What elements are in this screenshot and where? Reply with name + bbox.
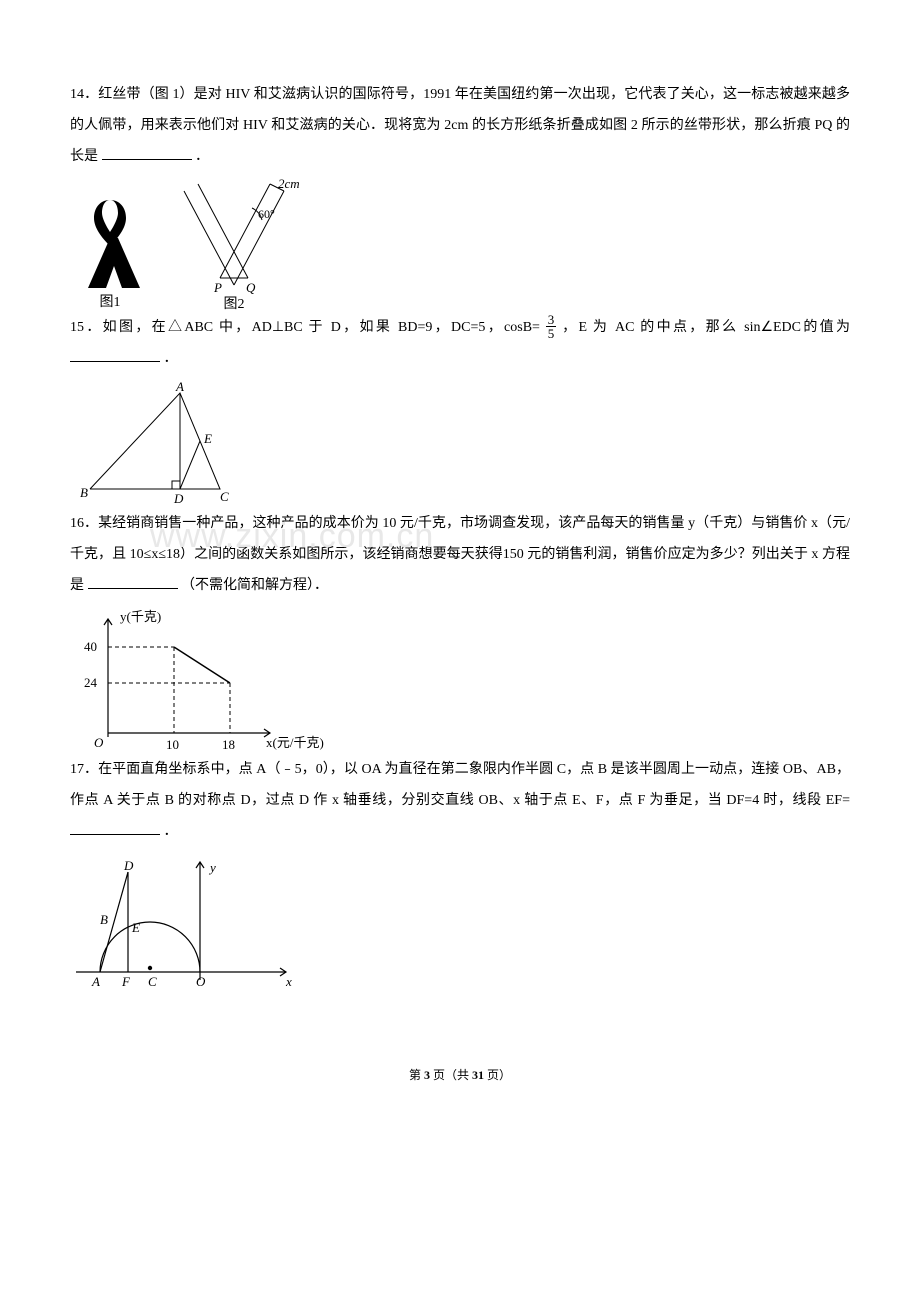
q16-b: （不需化简和解方程）．	[181, 578, 328, 593]
q17-a: 17．在平面直角坐标系中，点 A（﹣5，0），以 OA 为直径在第二象限内作半圆…	[70, 762, 850, 808]
footer-b: 页（共	[430, 1068, 472, 1082]
q14-blank	[102, 145, 192, 160]
q17-Cl: C	[148, 974, 157, 989]
q16-figure: y(千克) 40 24 O 10 18 x(元/千克)	[70, 605, 850, 755]
q15-C: C	[220, 489, 229, 504]
q15-b: ，E 为 AC 的中点，那么 sin∠EDC的值为	[562, 320, 850, 335]
q17-C-dot	[148, 966, 152, 970]
q14-text: 14．红丝带（图 1）是对 HIV 和艾滋病认识的国际符号，1991 年在美国纽…	[70, 80, 850, 172]
q17-D: D	[123, 858, 134, 873]
q14-fig1: 图1	[70, 188, 150, 313]
q15-figure: A B C D E	[70, 379, 850, 509]
q14-Q: Q	[246, 280, 256, 295]
q15-a: 15．如图，在△ABC 中，AD⊥BC 于 D，如果 BD=9，DC=5，cos…	[70, 320, 540, 335]
q16-xlabel: x(元/千克)	[266, 735, 324, 750]
q14-figures: 图1 2cm 60° P Q 图2	[70, 178, 850, 313]
q17-blank	[70, 820, 160, 835]
q15-period: ．	[164, 351, 178, 366]
footer-t: 31	[472, 1068, 484, 1082]
q14-angle: 60°	[258, 207, 275, 221]
q14-period: ．	[195, 149, 209, 164]
q15-E: E	[203, 431, 212, 446]
q17-O: O	[196, 974, 206, 989]
q17-F: F	[121, 974, 131, 989]
q15-text: 15．如图，在△ABC 中，AD⊥BC 于 D，如果 BD=9，DC=5，cos…	[70, 313, 850, 375]
q17-text: 17．在平面直角坐标系中，点 A（﹣5，0），以 OA 为直径在第二象限内作半圆…	[70, 755, 850, 847]
q15-den: 5	[546, 327, 557, 340]
q16-y24: 24	[84, 675, 98, 690]
fig1-label: 图1	[100, 295, 121, 310]
fig2-label: 图2	[224, 297, 245, 312]
q14-fig2: 2cm 60° P Q 图2	[170, 178, 300, 313]
q15-A: A	[175, 379, 184, 394]
q16-text: 16．某经销商销售一种产品，这种产品的成本价为 10 元/千克，市场调查发现，该…	[70, 509, 850, 601]
footer-c: 页）	[484, 1068, 511, 1082]
q14-2cm: 2cm	[278, 178, 300, 191]
q17-figure: D B E A F C O y x	[70, 852, 850, 1002]
q16-ylabel: y(千克)	[120, 609, 161, 624]
q17-y: y	[208, 860, 216, 875]
q15-B: B	[80, 485, 88, 500]
q15-num: 3	[546, 313, 557, 327]
q17-E: E	[131, 920, 140, 935]
q17-period: ．	[164, 824, 178, 839]
q17-A: A	[91, 974, 100, 989]
q16-O: O	[94, 735, 104, 750]
q16-x10: 10	[166, 737, 179, 752]
q14-P: P	[213, 280, 222, 295]
page-footer: 第 3 页（共 31 页）	[70, 1062, 850, 1088]
q17-B: B	[100, 912, 108, 927]
q15-frac: 3 5	[546, 313, 557, 340]
q15-blank	[70, 347, 160, 362]
q16-x18: 18	[222, 737, 235, 752]
footer-a: 第	[409, 1068, 424, 1082]
q16-blank	[88, 574, 178, 589]
q15-D: D	[173, 491, 184, 506]
q16-y40: 40	[84, 639, 97, 654]
q17-x: x	[285, 974, 292, 989]
